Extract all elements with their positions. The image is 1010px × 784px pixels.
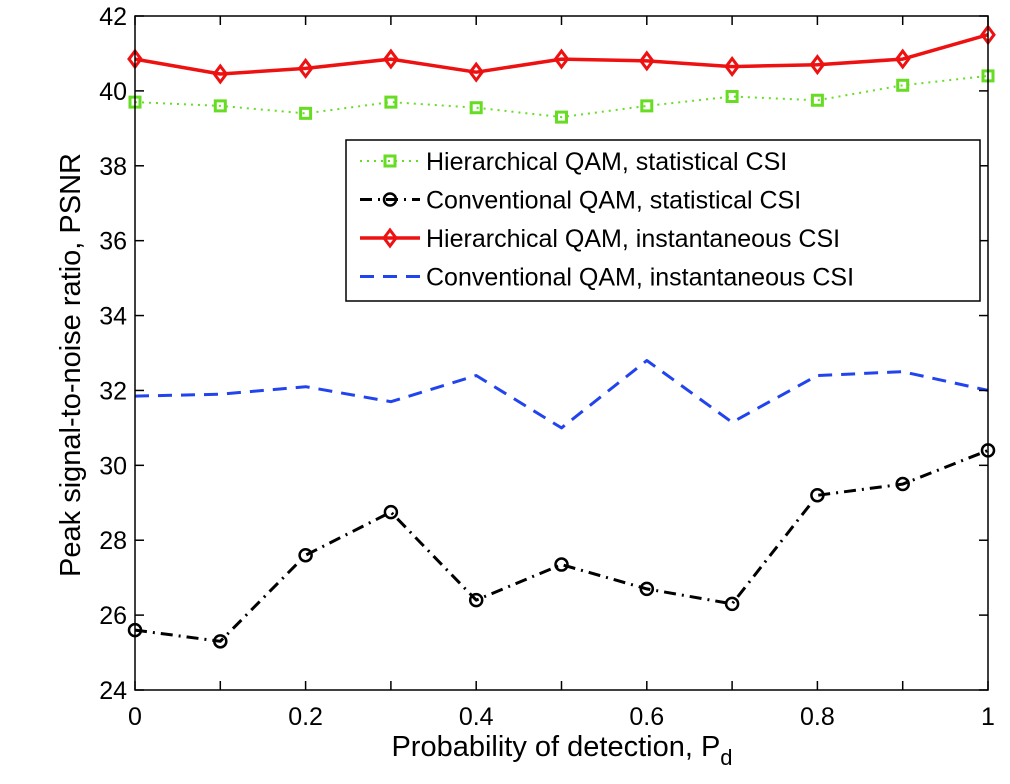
legend-entry-0: Hierarchical QAM, statistical CSI (360, 148, 787, 176)
x-tick-label: 1 (981, 703, 995, 731)
data-point (894, 48, 911, 70)
legend-entry-1: Conventional QAM, statistical CSI (360, 187, 801, 215)
data-point (639, 581, 655, 597)
data-point (810, 93, 824, 107)
x-tick-label: 0.4 (459, 703, 494, 731)
series-line-0 (134, 74, 989, 119)
legend-box (345, 139, 981, 302)
plot-background (135, 16, 988, 690)
data-point (384, 95, 398, 109)
series-0 (128, 69, 995, 124)
data-point (725, 90, 739, 104)
data-point (383, 48, 399, 70)
data-point (299, 106, 313, 120)
legend-marker (382, 227, 398, 249)
legend-marker (383, 154, 397, 168)
legend-label: Hierarchical QAM, instantaneous CSI (426, 225, 840, 253)
x-tick-label: 0.2 (288, 703, 323, 731)
data-point (896, 78, 910, 92)
data-point (810, 488, 825, 503)
data-point (724, 596, 740, 612)
axes-layer: 0 0.2 0.4 0.6 0.8 1 24 26 28 30 32 34 36 38 40 42 (99, 3, 995, 731)
series-line-3 (134, 359, 989, 430)
series-layer (127, 24, 996, 649)
data-point (640, 99, 654, 113)
series-line-1 (134, 449, 989, 643)
legend-label: Conventional QAM, statistical CSI (426, 187, 801, 215)
y-tick-label: 28 (99, 527, 127, 555)
data-point (555, 110, 568, 124)
x-axis-title-main: Probability of detection, P (391, 731, 720, 763)
x-tick-label: 0 (128, 703, 142, 731)
y-axis-title: Peak signal-to-noise ratio, PSNR (55, 153, 87, 577)
series-line-2 (134, 33, 989, 76)
legend-label: Conventional QAM, instantaneous CSI (426, 264, 854, 292)
data-point (213, 99, 227, 113)
data-point (383, 504, 399, 520)
y-tick-label: 42 (99, 3, 127, 31)
y-tick-label: 38 (99, 153, 127, 181)
data-point (468, 592, 484, 608)
x-tick-label: 0.8 (800, 703, 835, 731)
legend-entry-3: Conventional QAM, instantaneous CSI (360, 264, 854, 292)
data-point (212, 63, 229, 85)
y-tick-label: 36 (99, 228, 127, 256)
series-2 (127, 24, 996, 85)
y-tick-label: 26 (99, 602, 127, 630)
data-point (638, 50, 655, 72)
data-point (724, 56, 740, 78)
data-point (298, 547, 313, 563)
legend-entry-2: Hierarchical QAM, instantaneous CSI (360, 225, 840, 253)
legend-label: Hierarchical QAM, statistical CSI (426, 148, 787, 176)
data-point (468, 61, 485, 83)
data-point (213, 634, 228, 649)
y-tick-label: 34 (99, 303, 127, 331)
data-point (895, 476, 910, 492)
data-point (297, 57, 314, 79)
y-tick-label: 40 (99, 78, 127, 106)
x-tick-label: 0.6 (629, 703, 664, 731)
data-point (809, 54, 826, 76)
legend-marker (382, 192, 398, 207)
plot-area (135, 16, 988, 690)
data-point (469, 101, 483, 115)
x-axis-title: Probability of detection, Pd (391, 731, 732, 770)
legend: Hierarchical QAM, statistical CSI Convent… (345, 139, 981, 302)
y-tick-label: 30 (99, 452, 127, 480)
x-axis-title-subscript: d (720, 745, 732, 770)
y-tick-label: 24 (99, 677, 127, 705)
y-tick-label: 32 (99, 377, 127, 405)
series-1 (127, 443, 996, 649)
series-3 (134, 359, 989, 430)
data-point (554, 557, 569, 572)
data-point (553, 48, 570, 70)
